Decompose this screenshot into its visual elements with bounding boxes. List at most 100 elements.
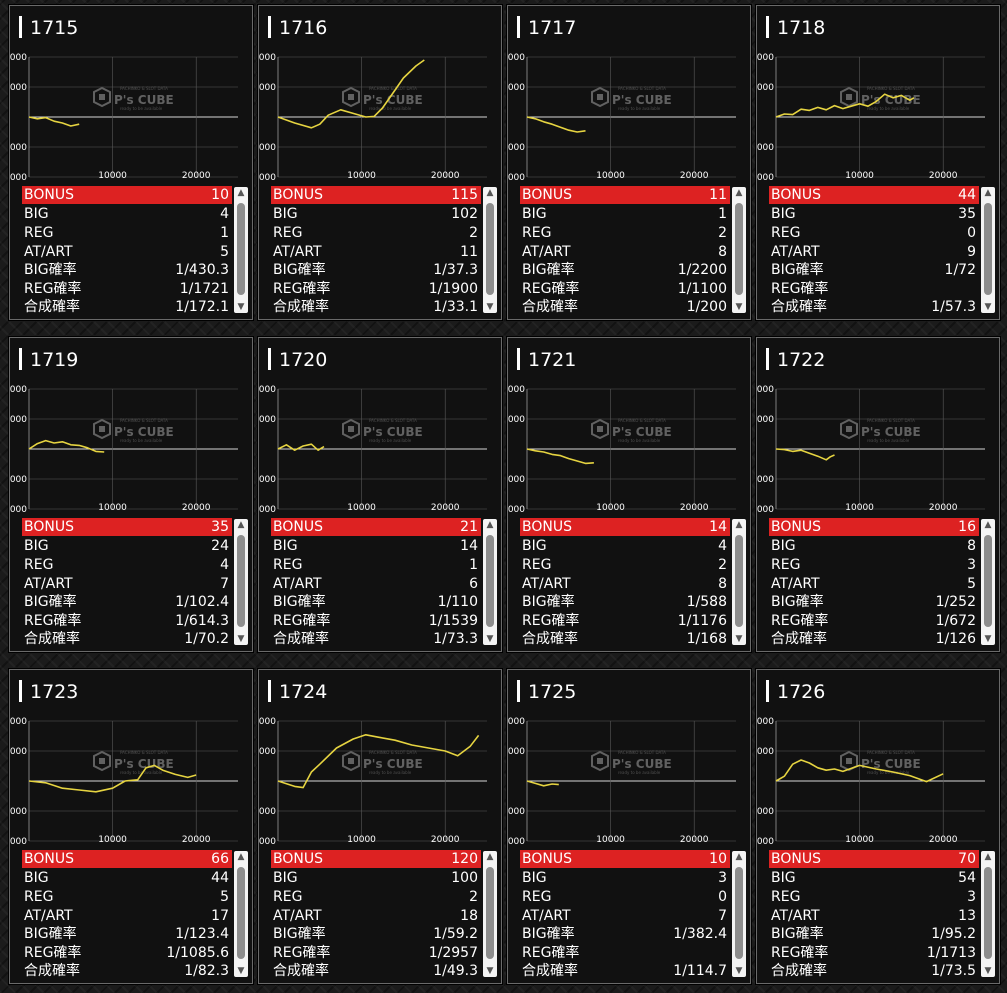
stat-value: 1/1176 (677, 613, 727, 629)
machine-card[interactable]: 1716 P's CUBE PACHINKO & SLOT DATA ready to… (257, 4, 503, 321)
scroll-down-arrow-icon[interactable]: ▼ (486, 634, 494, 644)
stat-row-big: BIG 102 (271, 205, 481, 223)
scroll-down-arrow-icon[interactable]: ▼ (735, 634, 743, 644)
scroll-down-arrow-icon[interactable]: ▼ (984, 634, 992, 644)
stats-scrollbar[interactable]: ▲ ▼ (981, 519, 995, 645)
difference-line (526, 116, 586, 133)
machine-card[interactable]: 1725 P's CUBE PACHINKO & SLOT DATA ready to… (506, 668, 752, 985)
stats-scrollbar[interactable]: ▲ ▼ (234, 519, 248, 645)
machine-card[interactable]: 1723 P's CUBE PACHINKO & SLOT DATA ready to… (8, 668, 254, 985)
pscube-watermark: P's CUBE PACHINKO & SLOT DATA ready to be … (93, 418, 174, 443)
machine-card[interactable]: 1721 P's CUBE PACHINKO & SLOT DATA ready to… (506, 336, 752, 653)
stat-label: AT/ART (273, 244, 322, 260)
scroll-up-arrow-icon[interactable]: ▲ (237, 520, 245, 530)
scroll-down-arrow-icon[interactable]: ▼ (984, 966, 992, 976)
stat-label: BIG (24, 870, 49, 886)
scroll-up-arrow-icon[interactable]: ▲ (984, 852, 992, 862)
scroll-down-arrow-icon[interactable]: ▼ (237, 634, 245, 644)
stat-value: 3 (718, 870, 727, 886)
cube-logo-core (99, 758, 105, 764)
watermark-line1: PACHINKO & SLOT DATA (867, 750, 915, 755)
scroll-up-arrow-icon[interactable]: ▲ (984, 520, 992, 530)
scroll-thumb[interactable] (486, 535, 494, 627)
y-tick-label: −10000 (508, 837, 525, 847)
stats-scrollbar[interactable]: ▲ ▼ (981, 187, 995, 313)
difference-line (28, 116, 80, 127)
stats-scrollbar[interactable]: ▲ ▼ (234, 851, 248, 977)
scroll-down-arrow-icon[interactable]: ▼ (237, 966, 245, 976)
machine-card[interactable]: 1717 P's CUBE PACHINKO & SLOT DATA ready to… (506, 4, 752, 321)
stat-row-totp: 合成確率 1/114.7 (520, 962, 730, 980)
watermark-line2: ready to be available (867, 770, 910, 775)
machine-card[interactable]: 1719 P's CUBE PACHINKO & SLOT DATA ready to… (8, 336, 254, 653)
scroll-down-arrow-icon[interactable]: ▼ (486, 302, 494, 312)
stat-label: BIG (273, 538, 298, 554)
difference-line (277, 443, 325, 451)
scroll-up-arrow-icon[interactable]: ▲ (486, 188, 494, 198)
scroll-up-arrow-icon[interactable]: ▲ (486, 852, 494, 862)
stat-row-totp: 合成確率 1/200 (520, 298, 730, 316)
scroll-thumb[interactable] (237, 535, 245, 627)
pscube-watermark: P's CUBE PACHINKO & SLOT DATA ready to be … (591, 750, 672, 775)
scroll-up-arrow-icon[interactable]: ▲ (486, 520, 494, 530)
x-tick-label: 10000 (845, 503, 874, 513)
scroll-up-arrow-icon[interactable]: ▲ (237, 188, 245, 198)
cube-logo-icon (840, 86, 858, 108)
watermark-line1: PACHINKO & SLOT DATA (120, 750, 168, 755)
payout-chart: P's CUBE PACHINKO & SLOT DATA ready to be … (508, 385, 736, 515)
scroll-thumb[interactable] (735, 535, 743, 627)
machine-card[interactable]: 1726 P's CUBE PACHINKO & SLOT DATA ready to… (755, 668, 1001, 985)
scroll-thumb[interactable] (486, 867, 494, 959)
scroll-thumb[interactable] (984, 867, 992, 959)
machine-number: 1722 (766, 348, 825, 371)
scroll-thumb[interactable] (735, 867, 743, 959)
stats-scrollbar[interactable]: ▲ ▼ (732, 519, 746, 645)
scroll-thumb[interactable] (237, 867, 245, 959)
y-tick-label: −5000 (757, 143, 774, 153)
watermark-brand: P's CUBE (612, 757, 672, 771)
stat-label: BIG (522, 206, 547, 222)
scroll-down-arrow-icon[interactable]: ▼ (486, 966, 494, 976)
machine-card[interactable]: 1715 P's CUBE PACHINKO & SLOT DATA ready to… (8, 4, 254, 321)
stats-scrollbar[interactable]: ▲ ▼ (483, 187, 497, 313)
difference-line (775, 759, 944, 783)
stats-scrollbar[interactable]: ▲ ▼ (732, 851, 746, 977)
machine-card[interactable]: 1724 P's CUBE PACHINKO & SLOT DATA ready to… (257, 668, 503, 985)
x-tick-label: 10000 (845, 835, 874, 845)
stats-scrollbar[interactable]: ▲ ▼ (981, 851, 995, 977)
scroll-down-arrow-icon[interactable]: ▼ (735, 302, 743, 312)
scroll-down-arrow-icon[interactable]: ▼ (237, 302, 245, 312)
stats-scrollbar[interactable]: ▲ ▼ (732, 187, 746, 313)
y-tick-label: −10000 (757, 173, 774, 183)
scroll-thumb[interactable] (984, 203, 992, 295)
stat-value: 14 (709, 519, 727, 535)
stats-scrollbar[interactable]: ▲ ▼ (483, 851, 497, 977)
scroll-down-arrow-icon[interactable]: ▼ (984, 302, 992, 312)
scroll-thumb[interactable] (984, 535, 992, 627)
scroll-up-arrow-icon[interactable]: ▲ (984, 188, 992, 198)
scroll-up-arrow-icon[interactable]: ▲ (735, 852, 743, 862)
stat-row-bigp: BIG確率 1/72 (769, 261, 979, 279)
scroll-up-arrow-icon[interactable]: ▲ (735, 188, 743, 198)
stat-label: BIG (24, 538, 49, 554)
machine-card[interactable]: 1722 P's CUBE PACHINKO & SLOT DATA ready to… (755, 336, 1001, 653)
stat-label: BIG確率 (24, 926, 77, 942)
machine-card[interactable]: 1718 P's CUBE PACHINKO & SLOT DATA ready to… (755, 4, 1001, 321)
stat-value: 1/2200 (677, 262, 727, 278)
scroll-up-arrow-icon[interactable]: ▲ (237, 852, 245, 862)
scroll-up-arrow-icon[interactable]: ▲ (735, 520, 743, 530)
stat-row-big: BIG 8 (769, 537, 979, 555)
stats-scrollbar[interactable]: ▲ ▼ (483, 519, 497, 645)
stat-row-at: AT/ART 5 (769, 575, 979, 593)
cube-logo-core (348, 758, 354, 764)
stat-row-bigp: BIG確率 1/252 (769, 593, 979, 611)
scroll-thumb[interactable] (237, 203, 245, 295)
watermark-brand: P's CUBE (861, 425, 921, 439)
cube-logo-core (597, 758, 603, 764)
scroll-thumb[interactable] (735, 203, 743, 295)
machine-card[interactable]: 1720 P's CUBE PACHINKO & SLOT DATA ready to… (257, 336, 503, 653)
stats-scrollbar[interactable]: ▲ ▼ (234, 187, 248, 313)
scroll-thumb[interactable] (486, 203, 494, 295)
cube-logo-icon (591, 750, 609, 772)
scroll-down-arrow-icon[interactable]: ▼ (735, 966, 743, 976)
